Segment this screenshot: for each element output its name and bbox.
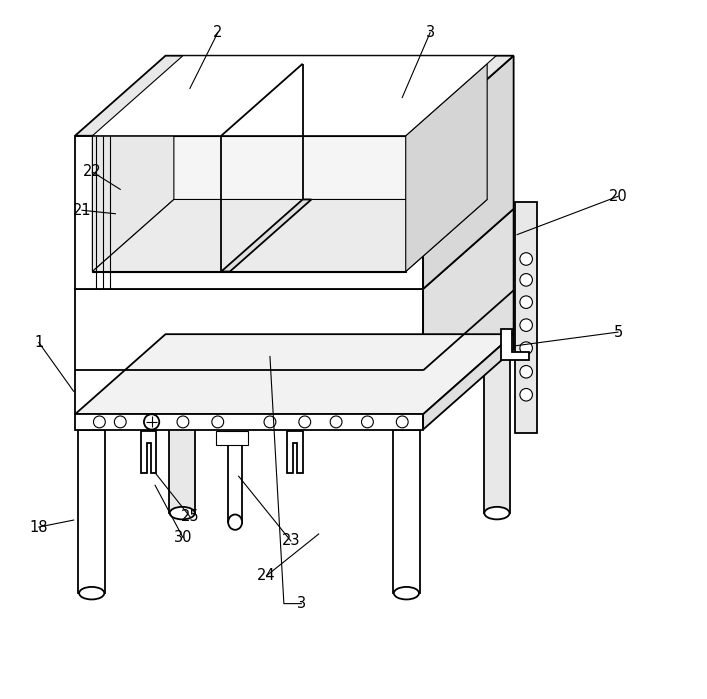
Circle shape: [330, 416, 342, 428]
Circle shape: [115, 416, 126, 428]
Polygon shape: [75, 289, 423, 415]
Polygon shape: [423, 209, 513, 415]
Circle shape: [520, 253, 532, 265]
Text: 30: 30: [174, 530, 192, 545]
Polygon shape: [216, 431, 247, 445]
Polygon shape: [93, 136, 406, 271]
Circle shape: [299, 416, 310, 428]
Polygon shape: [228, 445, 242, 522]
Circle shape: [93, 416, 105, 428]
Circle shape: [144, 415, 159, 430]
Circle shape: [361, 416, 373, 428]
Polygon shape: [423, 334, 513, 430]
Circle shape: [520, 296, 532, 308]
Circle shape: [146, 416, 158, 428]
Circle shape: [520, 319, 532, 331]
Polygon shape: [484, 350, 510, 513]
Circle shape: [212, 416, 223, 428]
Text: 23: 23: [281, 533, 300, 549]
Circle shape: [520, 273, 532, 286]
Ellipse shape: [228, 514, 242, 530]
Text: 5: 5: [614, 324, 623, 340]
Polygon shape: [423, 56, 513, 289]
Polygon shape: [287, 431, 303, 473]
Ellipse shape: [170, 507, 195, 519]
Text: 3: 3: [426, 25, 435, 41]
Polygon shape: [75, 56, 513, 136]
Polygon shape: [406, 64, 487, 271]
Text: 2: 2: [213, 25, 223, 41]
Polygon shape: [93, 56, 496, 136]
Polygon shape: [169, 350, 195, 513]
Text: 18: 18: [30, 519, 48, 535]
Circle shape: [520, 389, 532, 401]
Ellipse shape: [394, 587, 419, 600]
Text: 21: 21: [73, 203, 91, 218]
Polygon shape: [75, 136, 423, 289]
Polygon shape: [141, 431, 156, 473]
Polygon shape: [501, 329, 529, 360]
Text: 22: 22: [83, 164, 102, 180]
Text: 20: 20: [609, 189, 627, 204]
Text: 3: 3: [297, 596, 306, 611]
Polygon shape: [75, 334, 513, 415]
Text: 1: 1: [34, 335, 43, 350]
Circle shape: [520, 366, 532, 378]
Polygon shape: [393, 430, 420, 593]
Polygon shape: [93, 64, 174, 271]
Text: 25: 25: [180, 509, 199, 524]
Ellipse shape: [79, 587, 105, 600]
Circle shape: [177, 416, 189, 428]
Ellipse shape: [484, 507, 510, 519]
Circle shape: [397, 416, 408, 428]
Polygon shape: [78, 430, 105, 593]
Circle shape: [264, 416, 276, 428]
Text: 24: 24: [257, 568, 276, 583]
Polygon shape: [93, 199, 487, 271]
Polygon shape: [515, 202, 537, 433]
Circle shape: [520, 342, 532, 354]
Polygon shape: [75, 415, 423, 430]
Polygon shape: [221, 199, 311, 271]
